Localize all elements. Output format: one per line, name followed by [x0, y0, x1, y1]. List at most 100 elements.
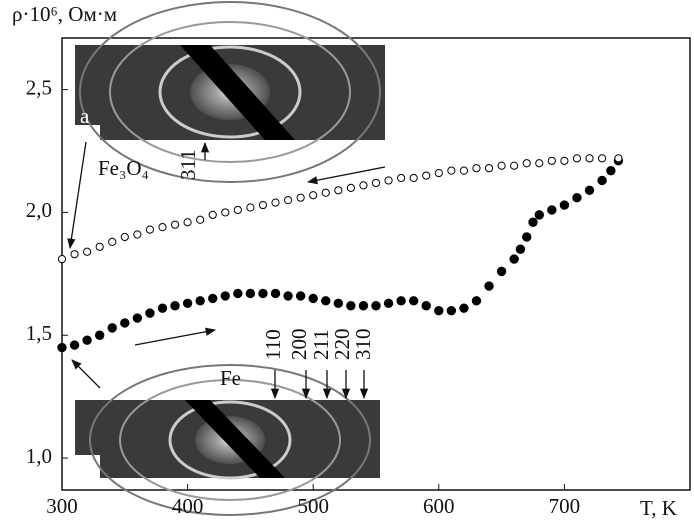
point: [548, 157, 555, 164]
point: [447, 306, 455, 314]
point: [523, 160, 530, 167]
point: [511, 162, 518, 169]
arrow: [135, 330, 215, 345]
point: [347, 184, 354, 191]
point: [573, 155, 580, 162]
point: [423, 172, 430, 179]
point: [259, 201, 266, 208]
point: [435, 170, 442, 177]
point: [535, 211, 543, 219]
point: [309, 294, 317, 302]
point: [485, 282, 493, 290]
annotation: 110: [261, 329, 285, 360]
point: [573, 193, 581, 201]
x-tick-label: 600: [423, 494, 455, 518]
point: [548, 206, 556, 214]
point: [284, 292, 292, 300]
point: [183, 299, 191, 307]
point: [296, 292, 304, 300]
point: [472, 297, 480, 305]
point: [222, 209, 229, 216]
point: [598, 155, 605, 162]
point: [96, 243, 103, 250]
point: [171, 302, 179, 310]
point: [271, 289, 279, 297]
point: [247, 204, 254, 211]
point: [209, 294, 217, 302]
point: [310, 192, 317, 199]
point: [197, 216, 204, 223]
point: [536, 160, 543, 167]
point: [372, 179, 379, 186]
point: [159, 224, 166, 231]
arrow: [70, 142, 86, 248]
annotation: 200: [287, 329, 311, 361]
point: [246, 289, 254, 297]
page: {"chart_data": {"type": "scatter", "y_la…: [0, 0, 694, 528]
point: [510, 255, 518, 263]
x-tick-label: 400: [172, 494, 204, 518]
point: [410, 174, 417, 181]
point: [473, 165, 480, 172]
point: [485, 165, 492, 172]
annotation: б: [80, 452, 91, 476]
point: [615, 155, 622, 162]
point: [560, 201, 568, 209]
annotation: Fe: [220, 366, 241, 390]
point: [158, 304, 166, 312]
point: [397, 297, 405, 305]
point: [209, 211, 216, 218]
y-tick-label: 2,0: [26, 198, 52, 222]
point: [58, 343, 66, 351]
point: [334, 299, 342, 307]
annotation: 310: [351, 329, 375, 361]
point: [372, 302, 380, 310]
point: [360, 182, 367, 189]
point: [607, 166, 615, 174]
point: [259, 289, 267, 297]
point: [184, 219, 191, 226]
point: [297, 194, 304, 201]
point: [146, 309, 154, 317]
point: [335, 187, 342, 194]
arrow: [72, 360, 100, 388]
annotation: Fe₃O₄: [98, 156, 149, 180]
x-axis-label: T, K: [640, 496, 677, 520]
point: [498, 162, 505, 169]
point: [435, 306, 443, 314]
point: [585, 186, 593, 194]
point: [58, 255, 65, 262]
point: [385, 177, 392, 184]
point: [83, 336, 91, 344]
point: [95, 331, 103, 339]
point: [109, 238, 116, 245]
point: [171, 221, 178, 228]
point: [523, 233, 531, 241]
point: [516, 245, 524, 253]
point: [347, 302, 355, 310]
point: [84, 248, 91, 255]
point: [121, 233, 128, 240]
point: [71, 251, 78, 258]
y-tick-label: 1,5: [26, 321, 52, 345]
point: [70, 341, 78, 349]
point: [108, 324, 116, 332]
y-tick-label: 1,0: [26, 444, 52, 468]
y-axis-label: ρ·10⁶, Ом·м: [12, 2, 117, 26]
point: [497, 267, 505, 275]
point: [121, 319, 129, 327]
point: [196, 297, 204, 305]
point: [134, 231, 141, 238]
point: [133, 314, 141, 322]
point: [448, 167, 455, 174]
annotation: а: [80, 104, 90, 128]
point: [359, 302, 367, 310]
annotation: 311: [176, 149, 200, 180]
x-tick-label: 300: [46, 494, 78, 518]
chart: ρ·10⁶, Ом·м T, K а б Fe₃O₄ 311 Fe 110 20…: [0, 0, 694, 528]
point: [422, 302, 430, 310]
point: [529, 218, 537, 226]
point: [322, 297, 330, 305]
point: [322, 189, 329, 196]
x-tick-label: 700: [549, 494, 581, 518]
